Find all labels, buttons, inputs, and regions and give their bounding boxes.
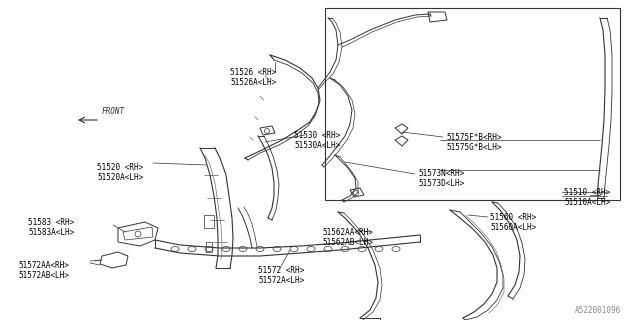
Text: 51510 <RH>
51510A<LH>: 51510 <RH> 51510A<LH> <box>564 188 611 207</box>
Text: 51575F*B<RH>
51575G*B<LH>: 51575F*B<RH> 51575G*B<LH> <box>446 133 502 152</box>
Text: 51560 <RH>
51560A<LH>: 51560 <RH> 51560A<LH> <box>490 213 536 232</box>
Text: 51530 <RH>
51530A<LH>: 51530 <RH> 51530A<LH> <box>294 131 340 150</box>
Text: 51572AA<RH>
51572AB<LH>: 51572AA<RH> 51572AB<LH> <box>18 261 69 280</box>
Text: 51520 <RH>
51520A<LH>: 51520 <RH> 51520A<LH> <box>97 163 143 182</box>
Text: 51583 <RH>
51583A<LH>: 51583 <RH> 51583A<LH> <box>28 218 74 237</box>
Text: 51562AA<RH>
51562AB<LH>: 51562AA<RH> 51562AB<LH> <box>322 228 373 247</box>
Text: A522001096: A522001096 <box>575 306 621 315</box>
Text: 51573N<RH>
51573D<LH>: 51573N<RH> 51573D<LH> <box>418 169 464 188</box>
Text: FRONT: FRONT <box>102 107 125 116</box>
Text: 51526 <RH>
51526A<LH>: 51526 <RH> 51526A<LH> <box>230 68 276 87</box>
Text: 51572 <RH>
51572A<LH>: 51572 <RH> 51572A<LH> <box>258 266 304 285</box>
